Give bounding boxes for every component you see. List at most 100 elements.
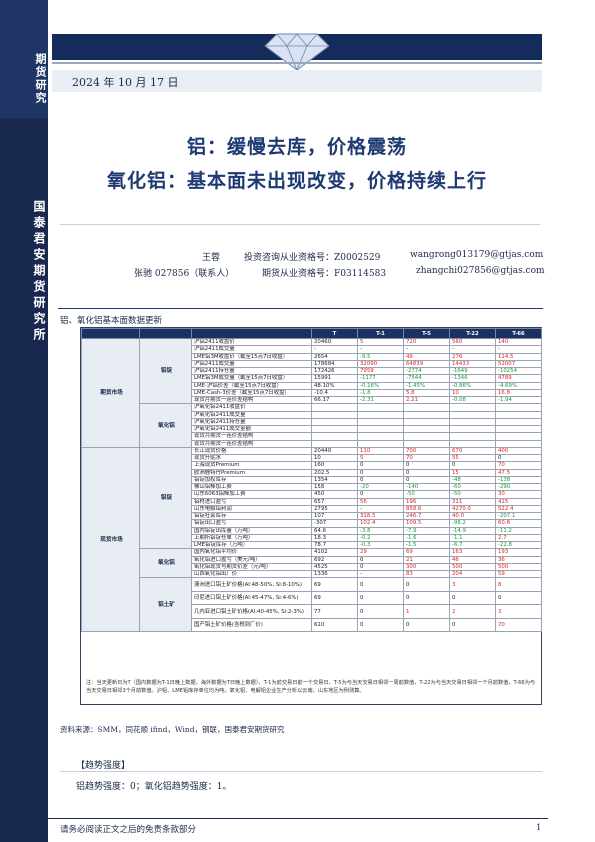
table-note: 注：当天更新日为T（国内数据为T-1日晚上数据，海外数据为T日晚上数据），T-1… bbox=[86, 680, 536, 694]
category-label: 铝土矿 bbox=[139, 577, 192, 633]
indicator-label: LME-Cash-3价差（截至15点7日收盘） bbox=[191, 388, 312, 398]
table-cell: 0 bbox=[357, 577, 404, 592]
indicator-label: 沪氧化铝2411收盘价 bbox=[191, 403, 312, 412]
banner-rule bbox=[52, 62, 542, 64]
indicator-label: 佛山铝棒加工费 bbox=[191, 482, 312, 492]
table-row: 国产铝土矿价格(含税到厂价) 610 0 0 0 70 bbox=[82, 617, 542, 633]
indicator-label: 山东6063铝棒加工费 bbox=[191, 490, 312, 499]
table-cell: 46 bbox=[449, 555, 496, 564]
table-cell: - bbox=[311, 345, 358, 354]
table-cell: 140 bbox=[495, 337, 542, 347]
table-cell: -1649 bbox=[449, 366, 496, 376]
table-cell: 0 bbox=[449, 617, 496, 633]
table-cell: -1.94 bbox=[495, 395, 542, 405]
table-header: T-22 bbox=[449, 328, 496, 339]
indicator-label: LME铝3M收盘价（截至15点7日收盘） bbox=[191, 352, 312, 361]
trend-divider bbox=[60, 771, 542, 772]
indicator-label: 沪铝2411收盘价 bbox=[191, 337, 312, 347]
indicator-label: LME铝3M成交量（截至15点7日收盘） bbox=[191, 374, 312, 383]
table-cell: 110 bbox=[357, 446, 404, 456]
table-cell: 178684 bbox=[311, 359, 358, 369]
table-cell: 0 bbox=[403, 475, 450, 485]
table-cell bbox=[495, 432, 542, 441]
indicator-label: 国内氧化铝平均价 bbox=[191, 548, 312, 557]
table-cell: 0 bbox=[357, 468, 404, 477]
table-cell: 49 bbox=[403, 352, 450, 361]
table-cell: -2.31 bbox=[357, 395, 404, 405]
table-cell bbox=[357, 403, 404, 412]
table-cell: 700 bbox=[403, 446, 450, 456]
table-cell: 70 bbox=[403, 453, 450, 463]
report-title: 铝：缓慢去库，价格震荡 bbox=[186, 136, 407, 158]
footer-divider bbox=[48, 818, 548, 819]
table-cell bbox=[449, 424, 496, 434]
category-label: 铝锭 bbox=[139, 446, 192, 550]
table-cell: 55 bbox=[449, 453, 496, 463]
table-cell: 560 bbox=[449, 337, 496, 347]
table-row: 期货市场 铝锭 沪铝2411收盘价 20460 5 720 560 140 bbox=[81, 337, 542, 448]
table-cell: 0 bbox=[495, 590, 542, 606]
indicator-label: 国产铝土矿价格(含税到厂价) bbox=[191, 617, 312, 633]
table-cell: 2 bbox=[449, 604, 496, 619]
table-body: 期货市场 铝锭 沪铝2411收盘价 20460 5 720 560 140 沪铝2411成交量 -… bbox=[81, 337, 542, 633]
table-cell: 163 bbox=[449, 548, 496, 557]
table-header: T bbox=[311, 328, 358, 339]
author-qualification: 投资咨询从业资格号：Z0002529 bbox=[244, 253, 381, 263]
table-cell: 30 bbox=[495, 490, 542, 499]
table-cell: 8 bbox=[495, 577, 542, 592]
table-cell: -138 bbox=[495, 475, 542, 485]
table-cell: 107 bbox=[311, 511, 358, 521]
table-cell: -1.1 bbox=[449, 533, 496, 543]
table-cell: 20440 bbox=[311, 446, 358, 456]
table-cell: 15991 bbox=[311, 374, 358, 383]
sidebar: 期货研究 国泰君安期货研究所 bbox=[0, 0, 48, 842]
table-cell: 114.5 bbox=[495, 352, 542, 361]
table-cell: -0.16% bbox=[357, 381, 404, 390]
table-cell: 1336 bbox=[311, 569, 358, 579]
author-email: wangrong013179@gtjas.com bbox=[410, 250, 544, 260]
table-cell: 15 bbox=[449, 468, 496, 477]
table-cell: 0 bbox=[449, 590, 496, 606]
indicator-label: 山东电解铝利润 bbox=[191, 504, 312, 514]
indicator-label: 铝材进口盈亏 bbox=[191, 497, 312, 506]
table-cell: 0 bbox=[357, 461, 404, 470]
header-banner bbox=[52, 33, 542, 72]
indicator-label: 氧化铝现货与期货价差（元/吨） bbox=[191, 562, 312, 572]
author-name: 张驰 027856（联系人） bbox=[134, 269, 235, 279]
market-label: 现货市场 bbox=[81, 446, 140, 633]
table-cell: 0 bbox=[357, 590, 404, 606]
table-row: 沪铝2411持仓量 172426 7959 -2774 -1649 -10254 bbox=[82, 366, 542, 376]
table-cell: -1.8 bbox=[357, 388, 404, 398]
table-cell: -0.2 bbox=[357, 533, 404, 543]
table-cell bbox=[495, 439, 542, 448]
table-cell: - bbox=[357, 569, 404, 579]
table-header: T-1 bbox=[357, 328, 404, 339]
footer-disclaimer: 请务必阅读正文之后的免责条款部分 bbox=[60, 825, 197, 835]
table-cell: 311 bbox=[449, 497, 496, 506]
table-row: 上期所铝锭仓单（万吨） 18.3 -0.2 -1.6 -1.1 2.7 bbox=[82, 533, 542, 543]
indicator-label: 沪铝2411持仓量 bbox=[191, 366, 312, 376]
table-cell: 64.6 bbox=[311, 526, 358, 535]
table-cell: 246.7 bbox=[403, 511, 450, 521]
indicator-label: 现货月期货一连价差结构 bbox=[191, 395, 312, 405]
table-row: 氧化铝 国内氧化铝平均价 4102 29 69 163 193 bbox=[82, 548, 542, 579]
table-cell: -1.45% bbox=[403, 381, 450, 390]
table-cell: -2774 bbox=[403, 366, 450, 376]
table-cell: 657 bbox=[311, 497, 358, 506]
date-box bbox=[52, 70, 542, 92]
table-cell: 450 bbox=[311, 490, 358, 499]
table-cell: 69 bbox=[311, 590, 358, 606]
table-row: 现货升贴水 10 5 70 55 0 bbox=[82, 453, 542, 463]
table-cell bbox=[403, 424, 450, 434]
table-cell: 5.8 bbox=[403, 388, 450, 398]
table-cell: -1.6 bbox=[403, 533, 450, 543]
table-cell: 196 bbox=[403, 497, 450, 506]
table-header bbox=[81, 328, 140, 339]
table-cell: -60 bbox=[449, 482, 496, 492]
table-cell: 52007 bbox=[495, 359, 542, 369]
table-cell: 2795 bbox=[311, 504, 358, 514]
indicator-label: 山西氧化铝出厂价 bbox=[191, 569, 312, 579]
sidebar-category: 期货研究 bbox=[0, 0, 48, 118]
table-cell: 36 bbox=[495, 555, 542, 564]
indicator-label: 沪铝2411成交量 bbox=[191, 359, 312, 369]
